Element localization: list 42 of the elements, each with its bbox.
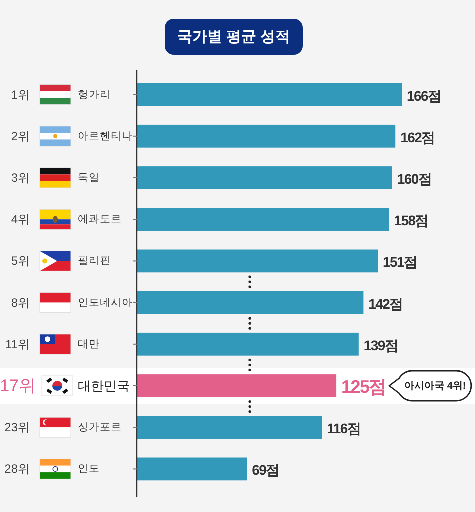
text: 28위 (4, 462, 30, 476)
data-label: 142점 (368, 296, 403, 312)
data-label: 166점 (407, 88, 442, 104)
y-tick-label: 대만 (78, 338, 100, 350)
text: 8위 (11, 296, 30, 310)
chart-title: 국가별 평균 성적 (177, 28, 291, 46)
text: 2위 (11, 129, 30, 144)
y-tick-label: 인도 (78, 463, 100, 476)
data-label: 69점 (252, 462, 280, 478)
text: 17위 (0, 376, 36, 396)
bar (137, 458, 248, 481)
bar (137, 250, 378, 273)
data-label: 116점 (327, 420, 361, 437)
bar (137, 291, 364, 314)
text: 11위 (6, 337, 30, 352)
y-tick-label: 에콰도르 (78, 214, 122, 226)
y-tick-label: 헝가리 (78, 88, 111, 101)
data-label: 158점 (394, 212, 428, 229)
bar (137, 83, 402, 106)
text: 5위 (11, 254, 30, 268)
bar (137, 332, 359, 356)
text: 23위 (4, 420, 30, 435)
data-label: 162점 (400, 129, 435, 146)
y-tick-label: 독일 (78, 172, 100, 184)
text: 4위 (11, 212, 30, 227)
data-label: 139점 (364, 337, 398, 354)
data-label: 160점 (397, 171, 432, 187)
y-tick-label: 대한민국 (78, 378, 130, 394)
bar (137, 374, 337, 398)
bar (137, 416, 322, 440)
y-tick-label: 싱가포르 (78, 422, 122, 434)
bar (137, 166, 392, 190)
bar (137, 208, 390, 232)
bar (137, 124, 396, 148)
data-label: 125점 (342, 377, 386, 397)
data-label: 151점 (383, 254, 418, 270)
y-tick-label: 아르헨티나 (78, 130, 133, 142)
y-tick-label: 인도네시아 (78, 296, 133, 309)
y-tick-label: 필리핀 (78, 255, 111, 268)
text: 아시아국 4위! (404, 381, 466, 392)
text: 3위 (11, 171, 30, 185)
text: 1위 (11, 88, 30, 102)
